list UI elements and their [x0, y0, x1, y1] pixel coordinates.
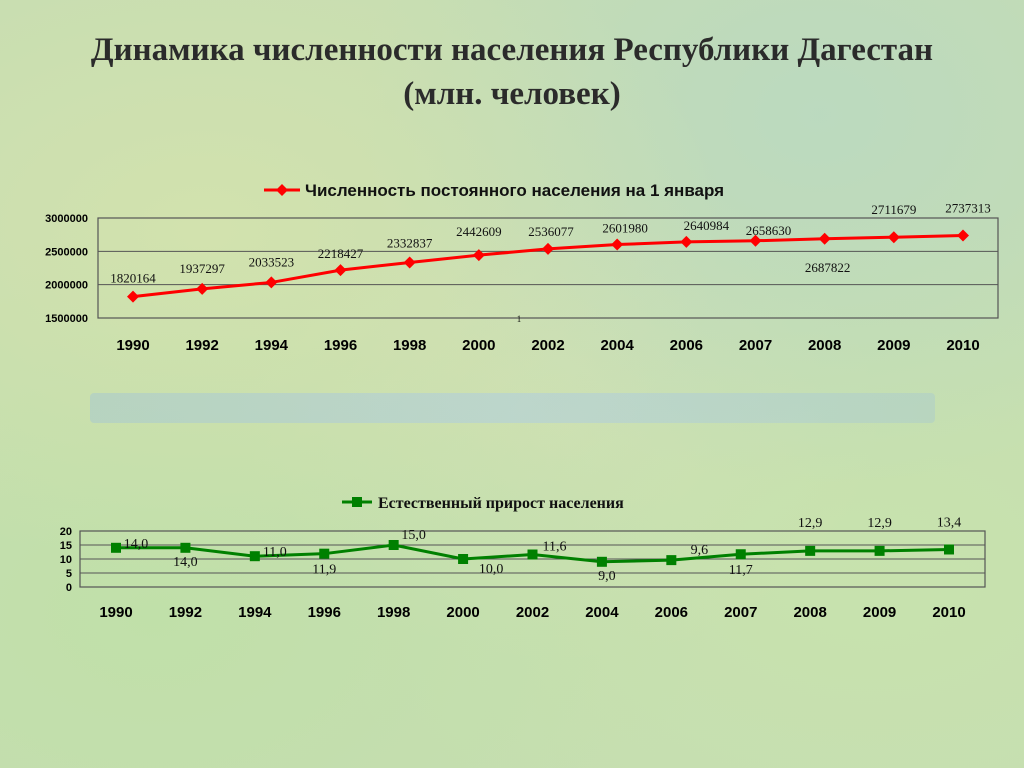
population-y-tick-label: 2500000 — [45, 246, 88, 258]
growth-point — [596, 556, 607, 567]
growth-x-tick-label: 1998 — [377, 604, 410, 621]
growth-point — [249, 551, 260, 562]
population-point — [403, 256, 416, 269]
growth-data-label: 11,6 — [543, 540, 567, 555]
population-data-label: 2711679 — [871, 202, 916, 217]
population-point — [818, 232, 831, 245]
growth-legend-label: Естественный прирост населения — [378, 495, 624, 512]
growth-data-label: 14,0 — [124, 537, 149, 552]
population-x-tick-label: 2009 — [877, 337, 910, 354]
growth-x-tick-label: 2004 — [585, 604, 619, 621]
population-x-tick-label: 1994 — [255, 337, 289, 354]
population-point — [611, 238, 624, 251]
population-data-label: 2033523 — [249, 254, 295, 269]
population-x-tick-label: 1996 — [324, 337, 357, 354]
growth-data-label: 12,9 — [867, 516, 892, 531]
population-stray-label: 1 — [517, 314, 522, 324]
growth-y-tick-label: 0 — [66, 582, 72, 594]
population-point — [334, 264, 347, 277]
growth-x-tick-label: 2010 — [932, 604, 965, 621]
growth-point — [458, 554, 469, 564]
growth-point — [666, 555, 677, 566]
population-point — [749, 234, 762, 247]
population-point — [680, 235, 693, 248]
population-data-label: 1820164 — [110, 271, 156, 286]
growth-point — [805, 545, 816, 556]
decorative-band — [90, 393, 935, 423]
population-x-tick-label: 2002 — [531, 337, 564, 354]
growth-x-tick-label: 2002 — [516, 604, 549, 621]
population-y-tick-label: 1500000 — [45, 313, 88, 325]
population-data-label: 2658630 — [746, 223, 792, 238]
population-x-tick-label: 2008 — [808, 337, 841, 354]
growth-point — [735, 549, 746, 560]
growth-x-tick-label: 2006 — [655, 604, 688, 621]
growth-data-label: 15,0 — [401, 528, 426, 543]
population-point — [957, 229, 969, 242]
population-data-label: 1937297 — [179, 261, 225, 276]
population-x-tick-label: 1990 — [116, 337, 149, 354]
population-legend-marker — [276, 184, 288, 196]
population-data-label: 2687822 — [805, 260, 851, 275]
growth-legend-marker — [352, 497, 362, 507]
population-y-tick-label: 3000000 — [45, 213, 88, 225]
population-x-tick-label: 1992 — [185, 337, 218, 354]
population-x-tick-label: 2010 — [946, 337, 979, 354]
population-x-tick-label: 2004 — [600, 337, 634, 354]
growth-x-tick-label: 1996 — [308, 604, 341, 621]
population-data-label: 2536077 — [528, 224, 574, 239]
growth-y-tick-label: 10 — [60, 554, 72, 566]
growth-point — [944, 544, 954, 555]
growth-y-tick-label: 5 — [66, 568, 72, 580]
growth-data-label: 14,0 — [173, 555, 198, 570]
growth-x-tick-label: 2009 — [863, 604, 896, 621]
growth-data-label: 11,0 — [263, 545, 287, 560]
growth-x-tick-label: 1994 — [238, 604, 272, 621]
growth-point — [874, 545, 885, 556]
population-point — [472, 249, 485, 262]
slide-title-line2: (млн. человек) — [403, 76, 621, 112]
population-data-label: 2737313 — [945, 201, 991, 216]
growth-point — [180, 542, 191, 553]
growth-point — [111, 542, 121, 553]
growth-x-tick-label: 2008 — [793, 604, 826, 621]
growth-data-label: 10,0 — [479, 562, 504, 577]
population-data-label: 2640984 — [684, 218, 730, 233]
population-point — [127, 290, 139, 303]
population-point — [265, 276, 278, 289]
slide-title: Динамика численности населения Республик… — [0, 28, 1024, 116]
growth-data-label: 9,0 — [598, 569, 616, 584]
population-x-tick-label: 1998 — [393, 337, 426, 354]
population-point — [196, 282, 209, 295]
growth-data-label: 13,4 — [937, 515, 962, 530]
population-x-tick-label: 2000 — [462, 337, 495, 354]
growth-data-label: 12,9 — [798, 516, 823, 531]
growth-point — [319, 548, 330, 559]
growth-point — [388, 540, 399, 550]
growth-data-label: 9,6 — [691, 543, 709, 558]
growth-y-tick-label: 20 — [60, 526, 72, 538]
population-x-tick-label: 2007 — [739, 337, 772, 354]
population-y-tick-label: 2000000 — [45, 280, 88, 292]
population-data-label: 2601980 — [602, 221, 648, 236]
population-point — [542, 242, 554, 255]
population-data-label: 2218427 — [318, 246, 364, 261]
growth-data-label: 11,9 — [312, 563, 336, 578]
slide-title-line1: Динамика численности населения Республик… — [90, 32, 934, 68]
growth-y-tick-label: 15 — [60, 540, 72, 552]
growth-point — [527, 549, 538, 560]
growth-x-tick-label: 2007 — [724, 604, 757, 621]
population-legend-label: Численность постоянного населения на 1 я… — [305, 181, 724, 200]
growth-x-tick-label: 1992 — [169, 604, 202, 621]
growth-x-tick-label: 1990 — [99, 604, 132, 621]
population-point — [887, 231, 900, 244]
population-x-tick-label: 2006 — [670, 337, 703, 354]
growth-data-label: 11,7 — [729, 563, 753, 578]
population-data-label: 2442609 — [456, 224, 502, 239]
growth-x-tick-label: 2000 — [446, 604, 479, 621]
population-data-label: 2332837 — [387, 235, 433, 250]
